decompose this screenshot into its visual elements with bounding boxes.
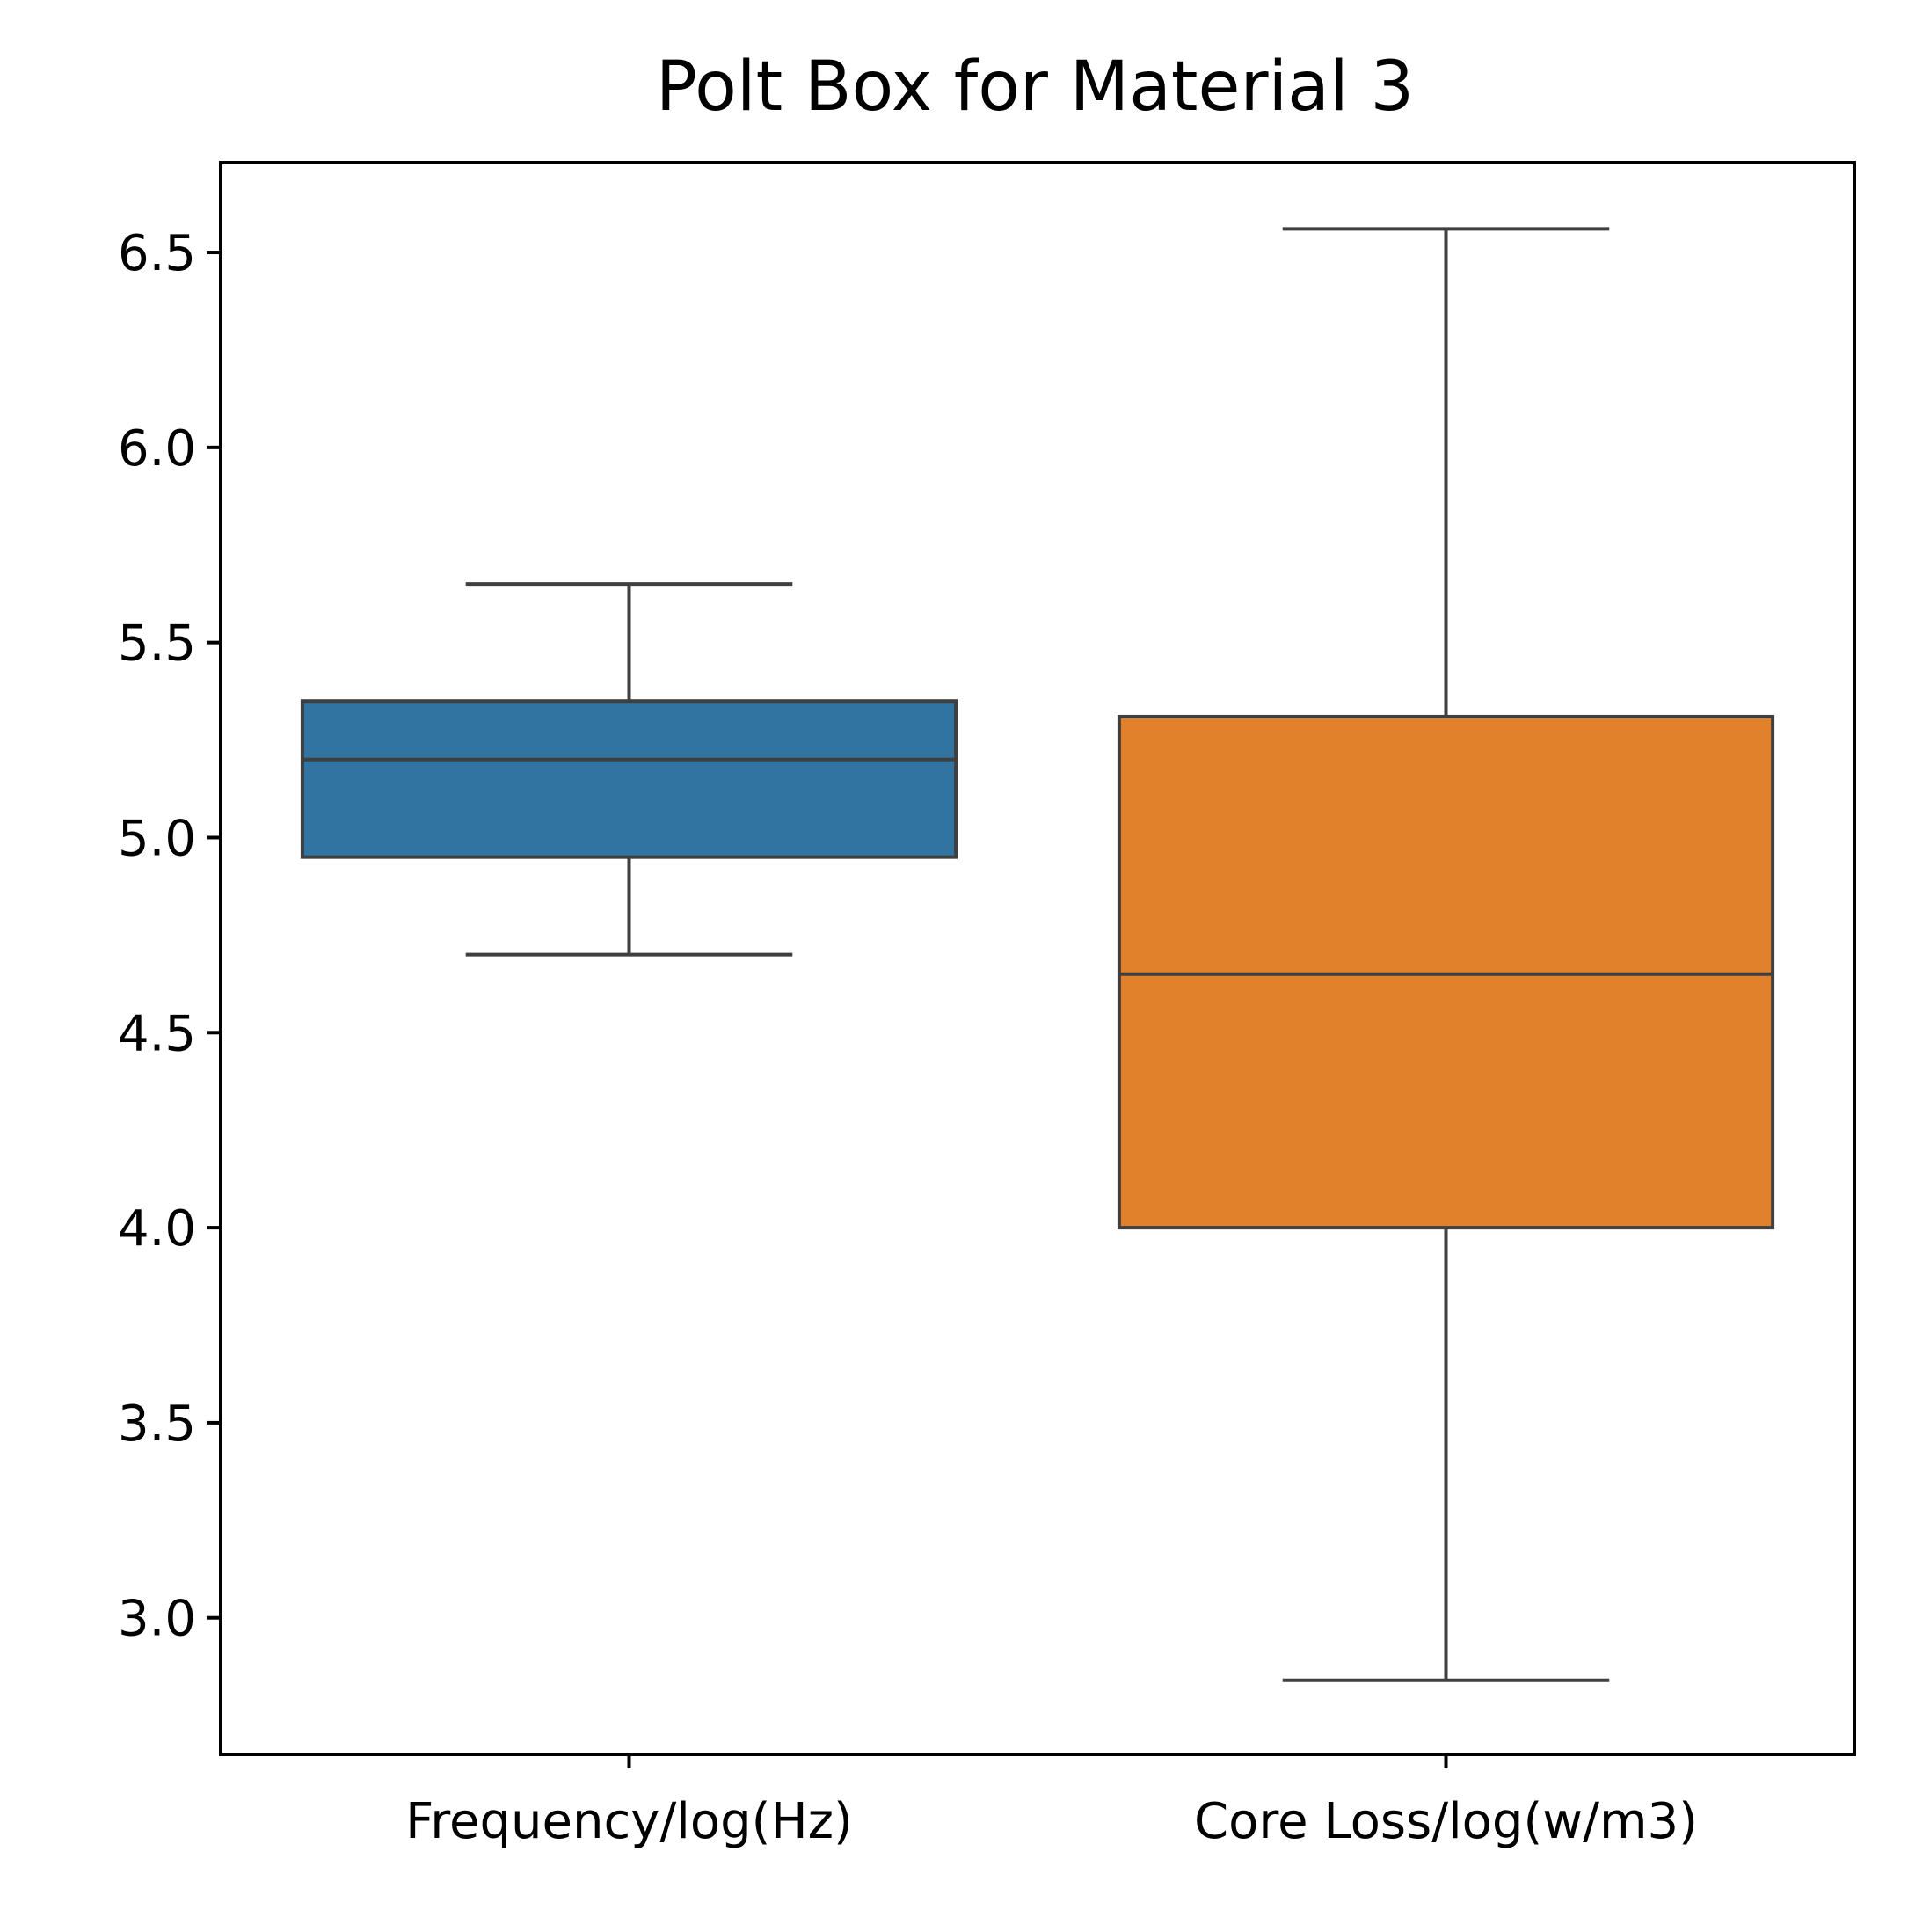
plot-frame: [219, 161, 1856, 1756]
chart-title: Polt Box for Material 3: [656, 47, 1414, 127]
y-tick-label: 4.5: [118, 1005, 196, 1062]
y-tick-label: 3.0: [118, 1591, 196, 1648]
iqr-box: [1117, 714, 1775, 1230]
y-axis: 3.0 3.5 4.0 4.5 5.0 5.5 6.0 6.5: [118, 225, 221, 1648]
y-tick-label: 5.5: [118, 616, 196, 673]
y-tick-label: 6.5: [118, 225, 196, 282]
y-tick-label: 3.5: [118, 1396, 196, 1453]
x-axis: Frequency/log(Hz) Core Loss/log(w/m3): [405, 1754, 1698, 1850]
iqr-box: [300, 699, 958, 859]
x-tick-label: Core Loss/log(w/m3): [1194, 1793, 1698, 1850]
box-group: [300, 227, 1775, 1682]
y-tick-label: 5.0: [118, 810, 196, 867]
x-tick-label: Frequency/log(Hz): [405, 1793, 853, 1850]
y-tick-label: 4.0: [118, 1200, 196, 1258]
y-tick-label: 6.0: [118, 420, 196, 478]
